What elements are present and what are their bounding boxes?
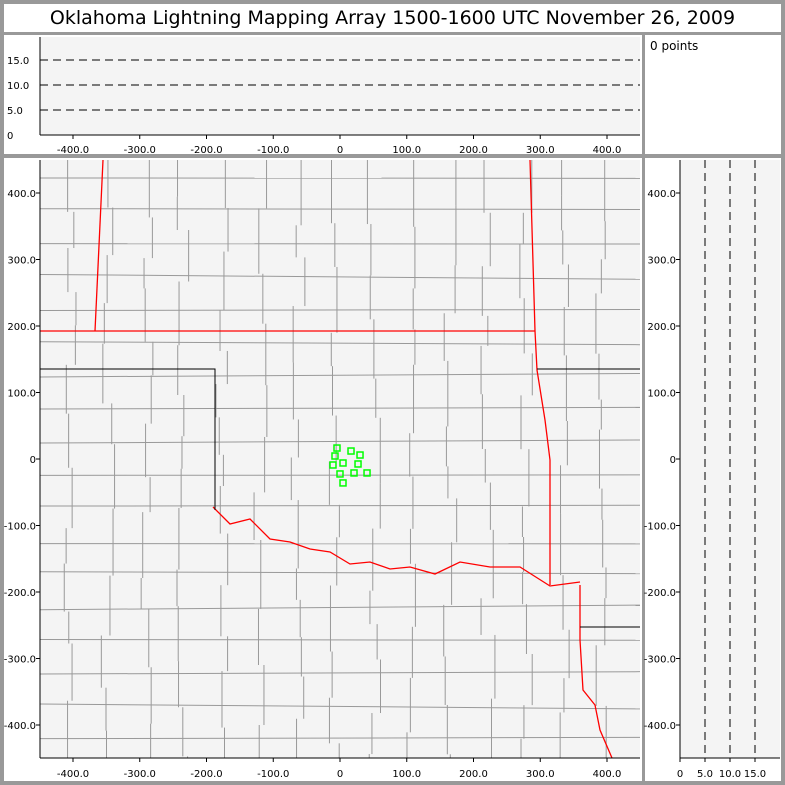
alt-ytick-label: 10.0: [7, 81, 29, 92]
map-ytick-label: 200.0: [7, 322, 36, 333]
lightning-source-point: [354, 460, 362, 468]
side-xtick-label: 0: [677, 769, 683, 780]
alt-xtick-label: 200.0: [459, 145, 488, 156]
lightning-source-point: [333, 444, 341, 452]
lightning-source-point: [336, 470, 344, 478]
side-ytick-label: 0: [670, 455, 676, 466]
alt-xtick-label: 300.0: [526, 145, 555, 156]
alt-xtick-label: 400.0: [593, 145, 622, 156]
map-xtick-label: 0: [337, 769, 343, 780]
side-ytick-label: 300.0: [647, 256, 676, 267]
county-line: [39, 504, 641, 507]
state-border: [579, 585, 613, 759]
side-ytick-label: -100.0: [644, 522, 676, 533]
alt-ytick-label: 0: [7, 131, 13, 142]
lightning-source-point: [363, 469, 371, 477]
map-xtick-label: -100.0: [257, 769, 289, 780]
alt-xtick-label: -100.0: [257, 145, 289, 156]
points-count: 0 points: [650, 39, 699, 53]
side-xtick-label: 15.0: [744, 769, 766, 780]
state-border-black: [40, 368, 216, 510]
map-ytick-label: -100.0: [4, 522, 36, 533]
county-line: [39, 639, 641, 641]
map-plot-area: [40, 160, 640, 758]
lightning-source-point: [339, 479, 347, 487]
side-ytick-label: 400.0: [647, 189, 676, 200]
map-ytick-label: -400.0: [4, 721, 36, 732]
county-line: [39, 671, 641, 675]
lightning-source-point: [329, 461, 337, 469]
county-line: [39, 208, 641, 210]
lightning-source-point: [356, 451, 364, 459]
county-borders: [39, 160, 641, 758]
alt-ytick-label: 15.0: [7, 56, 29, 67]
map-xtick-label: -200.0: [190, 769, 222, 780]
map-ytick-label: -200.0: [4, 588, 36, 599]
side-ytick-label: -300.0: [644, 655, 676, 666]
state-border: [529, 159, 551, 585]
county-line: [39, 372, 641, 378]
side-xtick-label: 10.0: [719, 769, 741, 780]
map-xtick-label: 400.0: [593, 769, 622, 780]
map-ytick-label: 100.0: [7, 389, 36, 400]
map-xtick-label: 300.0: [526, 769, 555, 780]
state-border: [94, 159, 104, 332]
lightning-source-point: [339, 459, 347, 467]
alt-xtick-label: -300.0: [124, 145, 156, 156]
side-xtick-label: 5.0: [697, 769, 713, 780]
alt-xtick-label: 100.0: [392, 145, 421, 156]
lightning-source-point: [331, 452, 339, 460]
map-ytick-label: -300.0: [4, 655, 36, 666]
county-line: [39, 703, 641, 710]
map-xtick-label: 100.0: [392, 769, 421, 780]
side-ytick-label: -200.0: [644, 588, 676, 599]
lightning-source-point: [350, 469, 358, 477]
map-xtick-label: -300.0: [124, 769, 156, 780]
side-ytick-label: 200.0: [647, 322, 676, 333]
side-ytick-label: -400.0: [644, 721, 676, 732]
state-border: [212, 506, 581, 587]
county-line: [39, 571, 641, 575]
map-xtick-label: -400.0: [57, 769, 89, 780]
map-ytick-label: 0: [30, 455, 36, 466]
alt-xtick-label: -200.0: [190, 145, 222, 156]
altitude-plot-area: [40, 37, 640, 135]
county-line: [39, 273, 641, 280]
alt-xtick-label: 0: [337, 145, 343, 156]
alt-ytick-label: 5.0: [7, 106, 23, 117]
points-count-panel: 0 points: [645, 35, 781, 154]
lightning-source-point: [347, 447, 355, 455]
county-line: [39, 439, 641, 444]
county-line: [39, 736, 641, 740]
county-line: [39, 308, 641, 312]
county-line: [39, 341, 641, 346]
county-line: [39, 604, 641, 611]
map-xtick-label: 200.0: [459, 769, 488, 780]
county-line: [39, 406, 641, 410]
page-title: Oklahoma Lightning Mapping Array 1500-16…: [4, 4, 781, 32]
side-ytick-label: 100.0: [647, 389, 676, 400]
map-ytick-label: 300.0: [7, 256, 36, 267]
map-ytick-label: 400.0: [7, 189, 36, 200]
alt-xtick-label: -400.0: [57, 145, 89, 156]
